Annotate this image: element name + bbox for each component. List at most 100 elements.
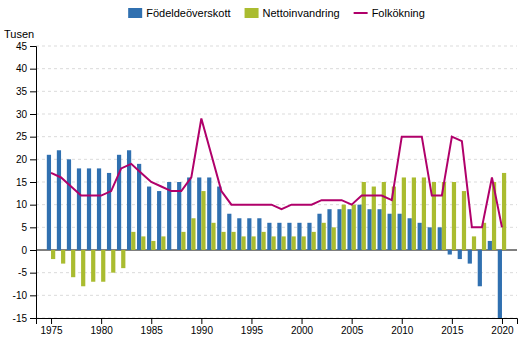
y-tick-label: -5	[18, 267, 27, 278]
bar	[347, 209, 351, 250]
bar	[468, 250, 472, 264]
bar	[161, 236, 165, 250]
bar	[207, 177, 211, 250]
bar	[157, 191, 161, 250]
bar	[97, 168, 101, 250]
bar	[312, 232, 316, 250]
x-tick-label: 1980	[91, 325, 114, 336]
bar	[257, 218, 261, 250]
y-tick: 25	[16, 131, 36, 142]
x-tick-mark	[302, 318, 303, 324]
y-tick-mark	[30, 227, 36, 228]
y-tick-label: 15	[16, 177, 28, 188]
grid-line	[36, 295, 517, 296]
y-tick-label: 25	[16, 131, 28, 142]
y-tick-label: -10	[13, 290, 28, 301]
legend-label: Folkökning	[372, 7, 425, 19]
x-tick-label: 1990	[191, 325, 214, 336]
bar	[498, 250, 502, 318]
bar	[292, 236, 296, 250]
bar	[77, 168, 81, 250]
bar	[201, 191, 205, 250]
bar	[267, 223, 271, 250]
y-tick-mark	[30, 137, 36, 138]
y-tick-mark	[30, 318, 36, 319]
bar	[412, 177, 416, 250]
bar	[422, 177, 426, 250]
bar	[448, 250, 452, 255]
bar	[488, 241, 492, 250]
y-tick: 30	[16, 109, 36, 120]
bar	[428, 227, 432, 250]
bar	[458, 250, 462, 259]
y-tick-mark	[30, 250, 36, 251]
x-axis: 1975198019851990199520002005201020152020	[37, 318, 518, 336]
legend-item: Nettoinvandring	[245, 7, 340, 19]
y-tick: 20	[16, 154, 36, 165]
grid-line	[36, 46, 517, 47]
bar	[317, 214, 321, 250]
legend-label: Nettoinvandring	[263, 7, 340, 19]
grid-line	[36, 68, 517, 69]
x-tick: 1990	[191, 318, 214, 336]
x-tick-label: 1975	[40, 325, 63, 336]
bar	[231, 232, 235, 250]
bar	[271, 236, 275, 250]
y-tick-label: -15	[13, 313, 28, 324]
chart: 1975198019851990199520002005201020152020…	[0, 0, 531, 342]
x-tick-mark	[251, 318, 252, 324]
grid	[36, 46, 517, 318]
y-tick: 0	[21, 245, 36, 256]
bar	[382, 182, 386, 250]
bar	[282, 236, 286, 250]
y-tick-label: 5	[21, 222, 27, 233]
bar	[91, 250, 95, 282]
y-tick: 15	[16, 177, 36, 188]
legend-swatch	[128, 8, 142, 18]
bar	[241, 236, 245, 250]
bar	[402, 177, 406, 250]
bar	[277, 223, 281, 250]
bar	[177, 182, 181, 250]
bar	[307, 223, 311, 250]
bar	[111, 250, 115, 273]
x-axis-line	[37, 319, 518, 325]
bar	[237, 218, 241, 250]
bar	[167, 182, 171, 250]
x-tick-label: 1995	[241, 325, 264, 336]
y-axis-line	[30, 47, 37, 319]
y-tick-mark	[30, 273, 36, 274]
y-tick: 35	[16, 86, 36, 97]
grid-line	[36, 136, 517, 137]
legend-swatch	[354, 12, 368, 14]
y-tick-mark	[30, 114, 36, 115]
bar	[247, 218, 251, 250]
y-tick: 40	[16, 63, 36, 74]
bar	[87, 168, 91, 250]
bar	[211, 223, 215, 250]
bar	[342, 205, 346, 250]
x-tick: 2005	[341, 318, 364, 336]
x-tick-label: 2005	[341, 325, 364, 336]
x-tick-mark	[352, 318, 353, 324]
legend-item: Folkökning	[354, 7, 425, 19]
y-tick: 45	[16, 41, 36, 52]
x-tick-label: 2010	[391, 325, 414, 336]
bar	[362, 182, 366, 250]
bar	[251, 236, 255, 250]
x-tick-mark	[101, 318, 102, 324]
bar	[378, 209, 382, 250]
y-tick-mark	[30, 46, 36, 47]
grid-line	[36, 159, 517, 160]
bar	[408, 218, 412, 250]
bar	[71, 250, 75, 277]
bar	[81, 250, 85, 286]
bar-series	[47, 150, 502, 318]
bar	[302, 236, 306, 250]
bar	[141, 236, 145, 250]
x-tick-label: 1985	[141, 325, 164, 336]
bar	[137, 164, 141, 250]
grid-line	[36, 272, 517, 273]
y-tick: -5	[18, 267, 36, 278]
y-tick-label: 20	[16, 154, 28, 165]
